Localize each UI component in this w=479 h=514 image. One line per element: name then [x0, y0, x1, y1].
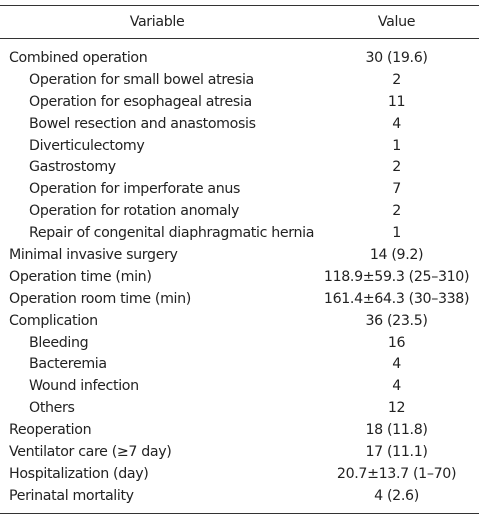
value-cell: 1 [392, 137, 401, 154]
variable-cell: Perinatal mortality [0, 484, 315, 514]
sub-variable-cell: Bacteremia [29, 356, 107, 373]
value-cell: 1 [392, 225, 401, 242]
value-cell: 2 [392, 203, 401, 220]
variable-column-header: Variable [0, 5, 315, 39]
table-row: Wound infection 4 [0, 375, 479, 397]
variable-cell: Complication [9, 312, 98, 329]
variable-cell: Reoperation [9, 422, 92, 439]
value-cell: 14 (9.2) [369, 246, 424, 263]
value-cell: 30 (19.6) [365, 49, 428, 66]
table-row: Hospitalization (day) 20.7±13.7 (1–70) [0, 463, 479, 485]
value-cell: 4 (2.6) [314, 484, 479, 514]
value-cell: 7 [392, 181, 401, 198]
sub-variable-cell: Repair of congenital diaphragmatic herni… [29, 225, 315, 242]
table-row: Bleeding 16 [0, 332, 479, 354]
value-cell: 16 [387, 334, 406, 351]
value-cell: 2 [392, 159, 401, 176]
table-row: Combined operation 30 (19.6) [0, 39, 479, 69]
value-cell: 17 (11.1) [365, 443, 428, 460]
sub-variable-cell: Operation for esophageal atresia [29, 93, 252, 110]
table-row: Operation for esophageal atresia 11 [0, 91, 479, 113]
variable-cell: Minimal invasive surgery [9, 246, 178, 263]
table-row: Operation for imperforate anus 7 [0, 178, 479, 200]
table-row: Operation room time (min) 161.4±64.3 (30–… [0, 288, 479, 310]
table-row: Bacteremia 4 [0, 353, 479, 375]
variable-cell: Combined operation [9, 49, 148, 66]
table-row: Others 12 [0, 397, 479, 419]
variable-cell: Ventilator care (≥7 day) [9, 443, 172, 460]
table-row: Gastrostomy 2 [0, 156, 479, 178]
table-row: Diverticulectomy 1 [0, 135, 479, 157]
table-row: Bowel resection and anastomosis 4 [0, 113, 479, 135]
sub-variable-cell: Operation for imperforate anus [29, 181, 241, 198]
value-cell: 2 [392, 71, 401, 88]
table-row: Operation for rotation anomaly 2 [0, 200, 479, 222]
table-body: Combined operation 30 (19.6) Operation for… [0, 39, 479, 514]
value-cell: 4 [392, 356, 401, 373]
sub-variable-cell: Bleeding [29, 334, 89, 351]
sub-variable-cell: Diverticulectomy [29, 137, 145, 154]
variable-cell: Operation room time (min) [9, 290, 191, 307]
table-row: Reoperation 18 (11.8) [0, 419, 479, 441]
table-row: Repair of congenital diaphragmatic herni… [0, 222, 479, 244]
value-cell: 36 (23.5) [365, 312, 428, 329]
value-cell: 161.4±64.3 (30–338) [323, 290, 470, 307]
sub-variable-cell: Operation for small bowel atresia [29, 71, 254, 88]
sub-variable-cell: Wound infection [29, 378, 139, 395]
table-row: Ventilator care (≥7 day) 17 (11.1) [0, 441, 479, 463]
table-row: Perinatal mortality 4 (2.6) [0, 484, 479, 514]
value-cell: 118.9±59.3 (25–310) [323, 268, 470, 285]
results-table: Variable Value Combined operation 30 (19.… [0, 5, 479, 514]
table-row: Operation time (min) 118.9±59.3 (25–310) [0, 266, 479, 288]
table-row: Minimal invasive surgery 14 (9.2) [0, 244, 479, 266]
sub-variable-cell: Operation for rotation anomaly [29, 203, 239, 220]
value-column-header: Value [314, 5, 479, 39]
value-cell: 4 [392, 378, 401, 395]
variable-cell: Operation time (min) [9, 268, 152, 285]
table-row: Complication 36 (23.5) [0, 310, 479, 332]
sub-variable-cell: Gastrostomy [29, 159, 116, 176]
value-cell: 20.7±13.7 (1–70) [336, 465, 457, 482]
value-cell: 18 (11.8) [365, 422, 428, 439]
variable-cell: Hospitalization (day) [9, 465, 149, 482]
sub-variable-cell: Others [29, 400, 75, 417]
value-cell: 12 [387, 400, 406, 417]
sub-variable-cell: Bowel resection and anastomosis [29, 115, 256, 132]
table-row: Operation for small bowel atresia 2 [0, 69, 479, 91]
value-cell: 4 [392, 115, 401, 132]
table-header-row: Variable Value [0, 5, 479, 39]
value-cell: 11 [387, 93, 406, 110]
